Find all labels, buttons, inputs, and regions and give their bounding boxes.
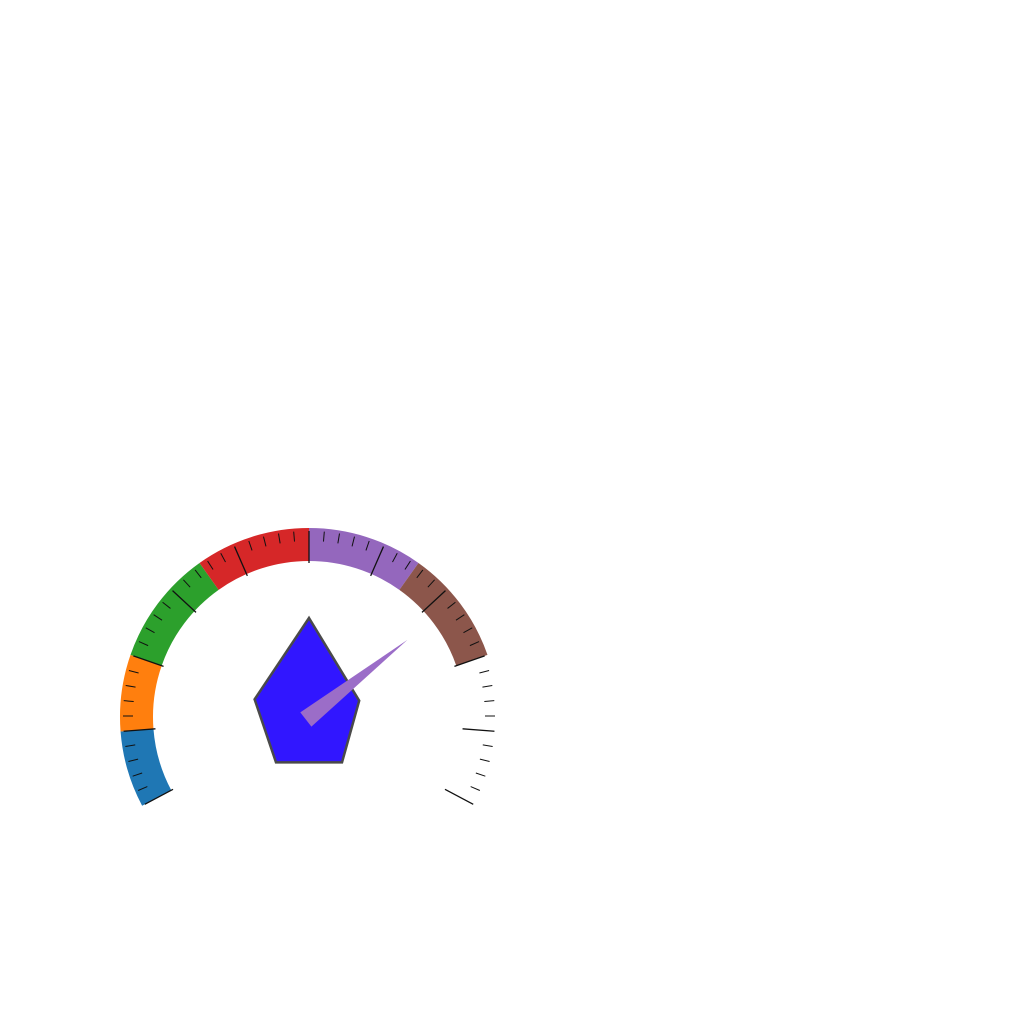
gauge-major-tick bbox=[445, 789, 473, 804]
gauge-band-5 bbox=[399, 563, 487, 666]
gauge-minor-tick bbox=[484, 701, 494, 702]
gauge-band-4 bbox=[309, 528, 418, 590]
gauge-minor-tick bbox=[479, 670, 489, 673]
gauge-minor-tick bbox=[483, 745, 493, 747]
gauge-band-3 bbox=[200, 528, 309, 590]
gauge-major-tick bbox=[463, 729, 495, 731]
gauge-band-2 bbox=[131, 563, 219, 666]
gauge-minor-tick bbox=[480, 759, 490, 761]
gauge-minor-tick bbox=[471, 787, 480, 791]
gauge-band-1 bbox=[120, 655, 162, 732]
gauge-minor-tick bbox=[476, 773, 485, 776]
gauge-minor-tick bbox=[482, 685, 492, 687]
